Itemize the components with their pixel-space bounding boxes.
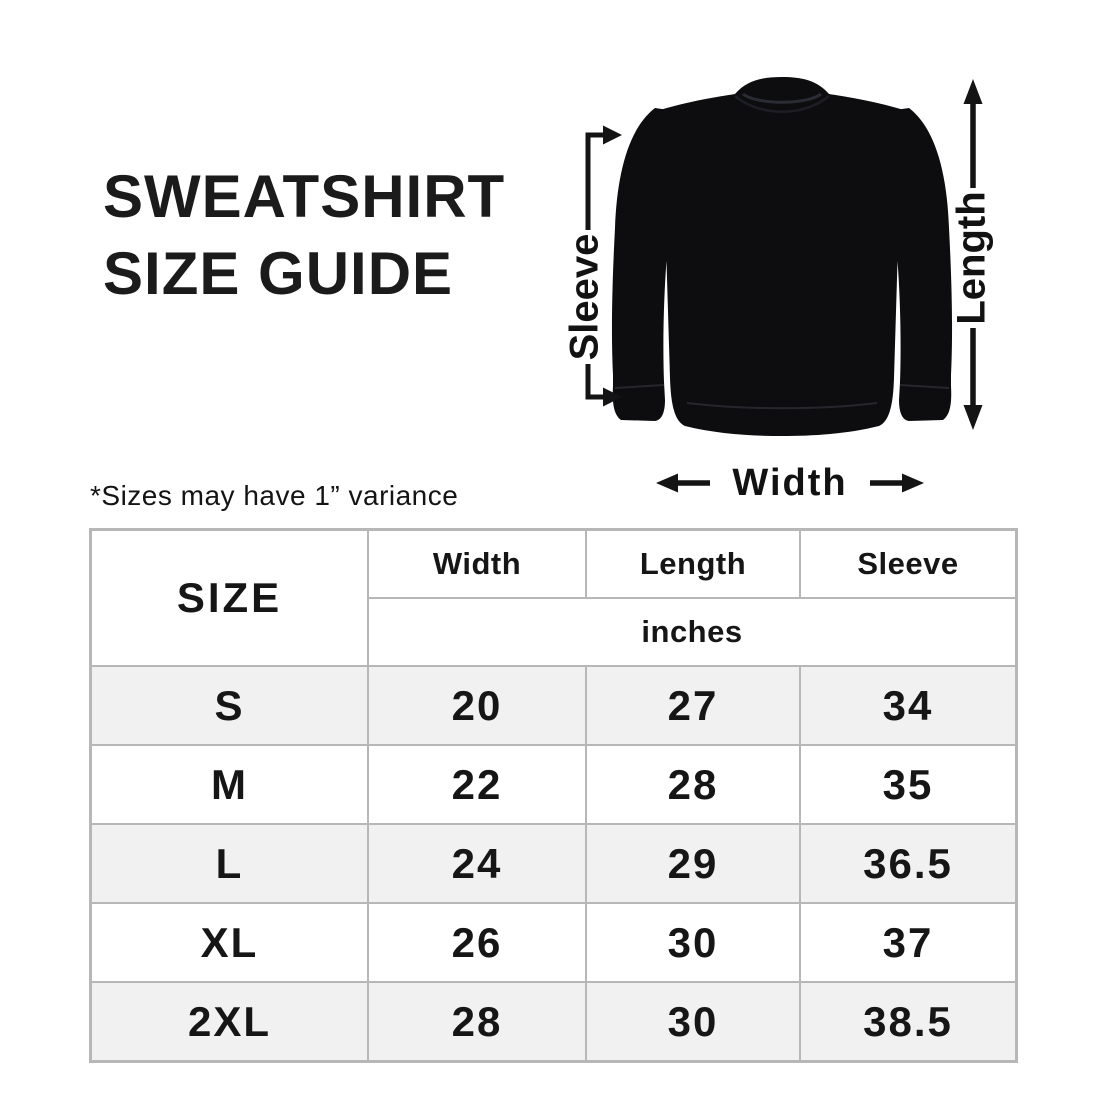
value-length-s: 27 <box>587 667 799 744</box>
size-cell-s: S <box>92 667 367 744</box>
value-sleeve-l: 36.5 <box>801 825 1015 902</box>
sweatshirt-image <box>611 77 953 436</box>
value-length-m: 28 <box>587 746 799 823</box>
value-length-2xl: 30 <box>587 983 799 1060</box>
size-cell-xl: XL <box>92 904 367 981</box>
length-measure-label: Length <box>949 191 994 325</box>
measurement-arrows <box>585 79 983 430</box>
value-width-2xl: 28 <box>369 983 585 1060</box>
page-title: SWEATSHIRT SIZE GUIDE <box>103 158 505 312</box>
value-width-xl: 26 <box>369 904 585 981</box>
width-measure-label: Width <box>732 461 848 504</box>
value-sleeve-s: 34 <box>801 667 1015 744</box>
unit-header-cell: inches <box>369 599 1015 665</box>
right-arrow-icon <box>869 473 924 493</box>
col-header-length: Length <box>587 531 799 597</box>
col-header-sleeve: Sleeve <box>801 531 1015 597</box>
size-header-cell: SIZE <box>92 531 367 665</box>
page-title-line1: SWEATSHIRT <box>103 163 506 230</box>
sleeve-measure-label: Sleeve <box>562 233 607 361</box>
value-length-xl: 30 <box>587 904 799 981</box>
value-length-l: 29 <box>587 825 799 902</box>
width-measure-row: Width <box>560 458 1020 508</box>
value-width-m: 22 <box>369 746 585 823</box>
left-arrow-icon <box>656 473 711 493</box>
length-arrow <box>963 79 983 430</box>
value-sleeve-2xl: 38.5 <box>801 983 1015 1060</box>
sleeve-arrow <box>585 125 622 407</box>
value-width-s: 20 <box>369 667 585 744</box>
value-sleeve-xl: 37 <box>801 904 1015 981</box>
page-title-line2: SIZE GUIDE <box>103 240 454 307</box>
value-sleeve-m: 35 <box>801 746 1015 823</box>
sweatshirt-diagram: Sleeve Length <box>560 60 1040 500</box>
col-header-width: Width <box>369 531 585 597</box>
size-cell-2xl: 2XL <box>92 983 367 1060</box>
size-cell-l: L <box>92 825 367 902</box>
size-cell-m: M <box>92 746 367 823</box>
value-width-l: 24 <box>369 825 585 902</box>
size-table: SIZE Width Length Sleeve inches S 20 27 … <box>89 528 1018 1063</box>
variance-note: *Sizes may have 1” variance <box>90 480 459 511</box>
